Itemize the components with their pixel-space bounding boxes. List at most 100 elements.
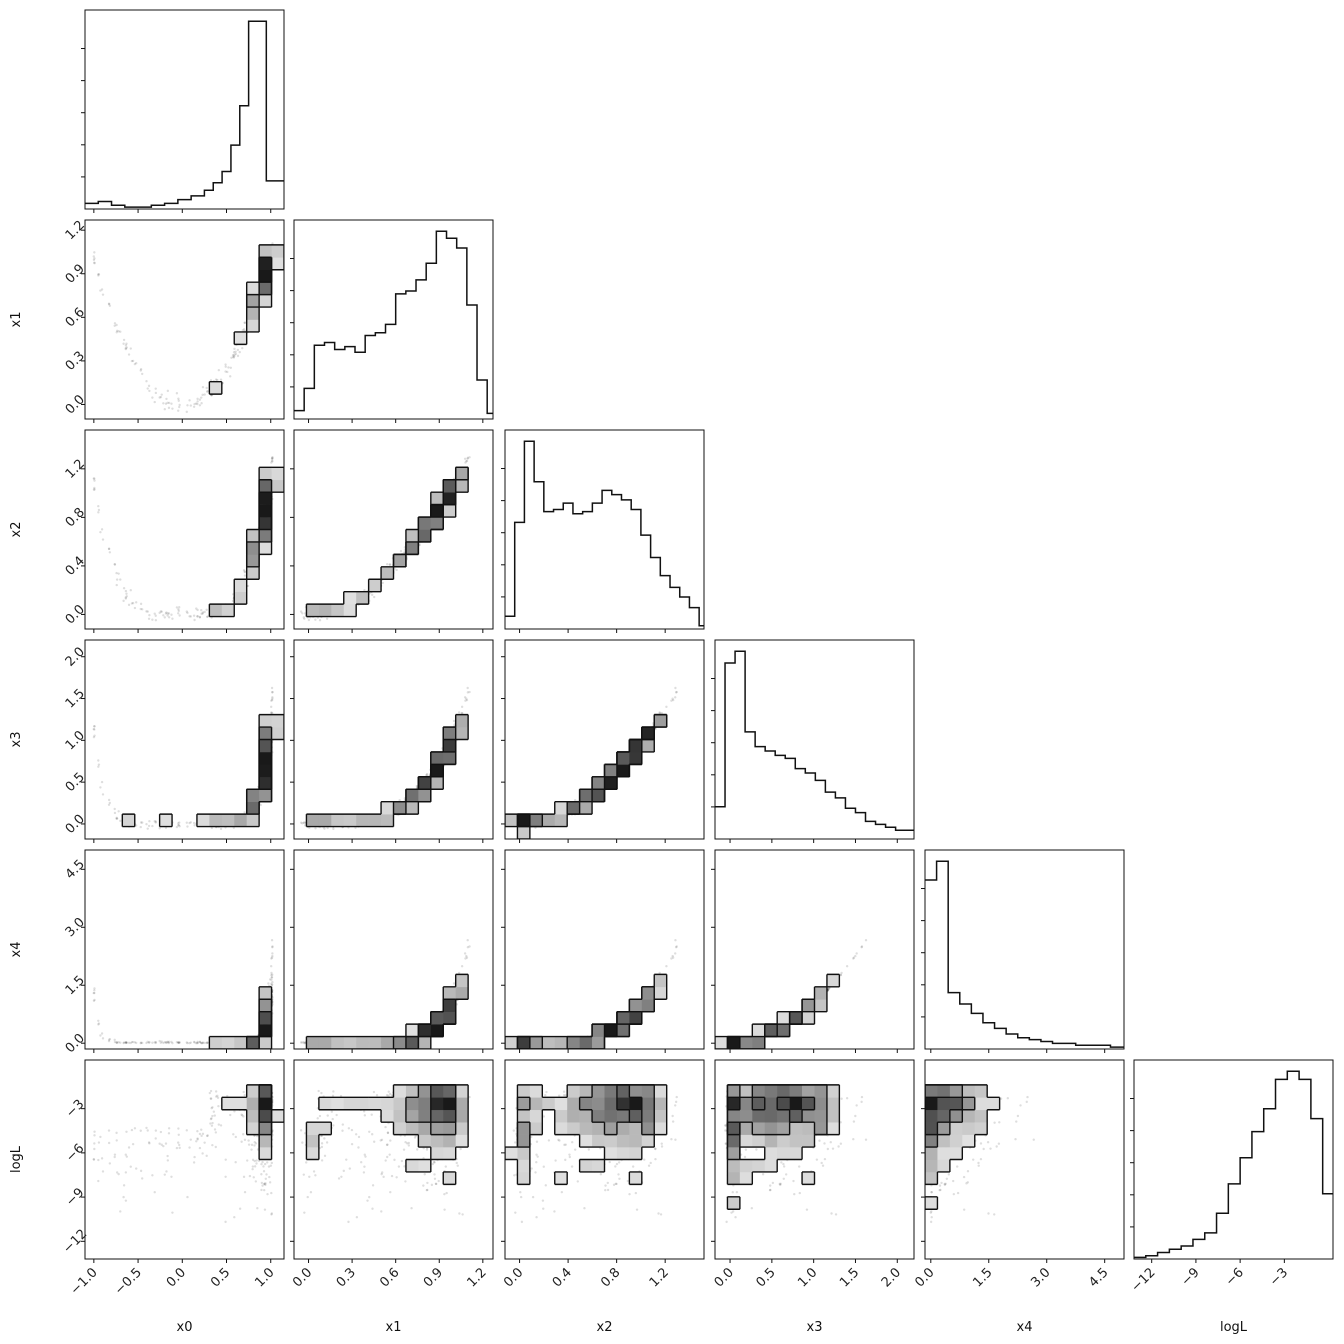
sample-point	[113, 811, 117, 815]
sample-point	[177, 397, 180, 400]
sample-point	[269, 705, 273, 709]
density-cell	[505, 814, 518, 827]
sample-point	[93, 734, 96, 737]
sample-point	[189, 615, 192, 618]
sample-point	[196, 397, 199, 401]
sample-point	[206, 389, 209, 393]
density-cell	[641, 727, 655, 740]
density-cell	[405, 801, 419, 815]
panel-x3-x3	[711, 639, 915, 843]
sample-point	[139, 825, 142, 829]
density-cell	[554, 801, 568, 815]
sample-point	[236, 348, 240, 352]
density-cell	[209, 814, 223, 827]
sample-point	[217, 368, 221, 372]
density-cell	[381, 801, 394, 815]
sample-point	[230, 356, 233, 359]
y-tick-label-x1: 0.3	[63, 349, 88, 374]
sample-point	[165, 397, 168, 401]
sample-point	[460, 705, 464, 709]
density-cell	[234, 331, 247, 345]
sample-point	[227, 366, 230, 369]
sample-point	[163, 1041, 166, 1044]
density-cell	[443, 479, 456, 493]
density-cell	[246, 554, 260, 568]
density-cell	[343, 591, 357, 605]
sample-point	[226, 370, 229, 374]
sample-point	[186, 825, 189, 828]
density-cell	[554, 814, 568, 827]
sample-point	[303, 612, 307, 615]
panel-x1-x1	[290, 219, 494, 423]
sample-point	[196, 614, 199, 618]
sample-point	[107, 803, 111, 807]
density-cell	[343, 604, 357, 617]
density-cell	[443, 504, 456, 518]
sample-point	[113, 324, 116, 327]
sample-point	[372, 595, 376, 599]
sample-point	[154, 1041, 157, 1045]
density-cell	[418, 789, 432, 802]
sample-point	[674, 696, 677, 699]
density-cell	[381, 566, 394, 580]
contour-level-3	[430, 479, 457, 518]
sample-point	[196, 402, 199, 406]
sample-point	[660, 711, 663, 715]
sample-point	[92, 991, 95, 995]
sample-point	[127, 603, 131, 607]
sample-point	[195, 402, 198, 405]
sample-point	[108, 1037, 112, 1041]
sample-point	[243, 570, 247, 574]
y-tick-label-x1: 0.0	[63, 392, 88, 417]
sample-point	[177, 608, 180, 611]
density-cell	[259, 269, 272, 283]
sample-point	[189, 404, 192, 407]
density-cell	[356, 591, 369, 605]
sample-point	[170, 613, 173, 616]
density-cell	[529, 814, 543, 827]
sample-point	[115, 817, 118, 820]
density-cell	[641, 739, 655, 753]
sample-point	[188, 821, 191, 825]
sample-point	[242, 568, 246, 572]
sample-point	[115, 329, 119, 333]
sample-point	[93, 251, 96, 254]
sample-point	[381, 581, 384, 585]
density-cell	[271, 479, 284, 493]
sample-point	[399, 549, 403, 553]
sample-point	[177, 409, 180, 412]
sample-point	[177, 824, 180, 827]
sample-point	[233, 354, 236, 358]
density-cell	[209, 381, 223, 395]
y-tick-label-x2: 0.0	[63, 602, 88, 627]
sample-point	[93, 261, 96, 265]
sample-point	[159, 610, 163, 613]
sample-point	[115, 817, 119, 820]
density-cell	[221, 814, 235, 827]
density-cell	[259, 727, 272, 740]
sample-point	[299, 610, 303, 613]
sample-point	[135, 601, 138, 604]
sample-point	[108, 304, 112, 307]
sample-point	[162, 614, 165, 617]
sample-point	[259, 803, 262, 807]
sample-point	[164, 1041, 168, 1044]
density-cell	[331, 814, 345, 827]
density-cell	[196, 814, 210, 827]
sample-point	[198, 1040, 202, 1044]
sample-point	[243, 574, 247, 577]
sample-point	[107, 1038, 111, 1041]
sample-point	[175, 606, 179, 609]
sample-point	[177, 609, 180, 613]
density-cell	[246, 307, 260, 320]
contour-level-3	[516, 726, 655, 828]
contour-level-3	[417, 738, 457, 790]
sample-point	[270, 956, 274, 959]
density-cell	[259, 244, 272, 258]
sample-point	[386, 563, 389, 566]
sample-point	[125, 595, 128, 598]
y-tick-label-x3: 0.0	[63, 812, 88, 837]
sample-point	[210, 826, 214, 830]
scatter-x1-x2	[299, 456, 471, 622]
